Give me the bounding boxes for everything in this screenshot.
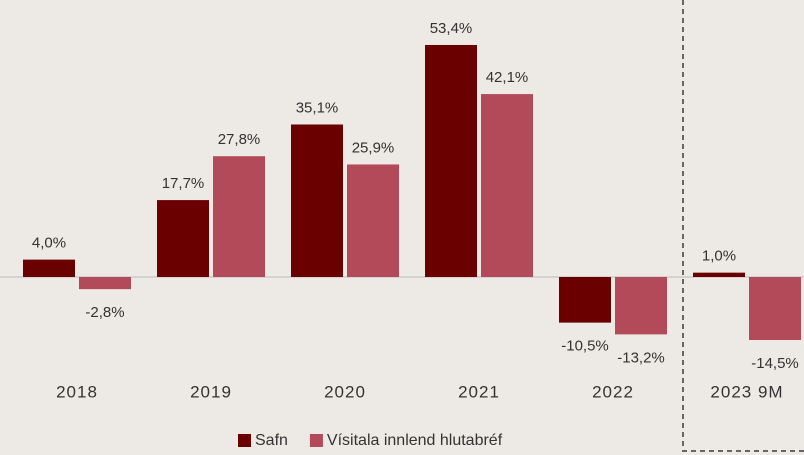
bar (79, 277, 131, 290)
legend-label: Safn (255, 432, 288, 449)
value-label: -14,5% (751, 355, 799, 372)
bar (347, 164, 399, 277)
highlight-box (682, 0, 804, 452)
bar (425, 44, 477, 277)
bar (157, 200, 209, 277)
bar (693, 272, 745, 277)
x-tick-label: 2020 (324, 382, 366, 401)
value-label: -10,5% (561, 338, 609, 355)
bar (559, 277, 611, 323)
value-label: 42,1% (486, 69, 529, 86)
value-label: 25,9% (352, 139, 395, 156)
value-label: 53,4% (430, 20, 473, 37)
x-tick-label: 2021 (458, 382, 500, 401)
value-label: -13,2% (617, 349, 665, 366)
x-tick-label: 2023 9M (710, 382, 783, 401)
value-label: 17,7% (162, 175, 205, 192)
value-label: -2,8% (85, 304, 124, 321)
bar (23, 259, 75, 277)
value-label: 27,8% (218, 131, 261, 148)
x-tick-label: 2022 (592, 382, 634, 401)
legend-swatch (309, 434, 323, 447)
bar (291, 124, 343, 277)
bar (213, 156, 265, 277)
value-label: 35,1% (296, 99, 339, 116)
value-label: 4,0% (32, 235, 66, 252)
x-tick-label: 2018 (56, 382, 98, 401)
bar (749, 277, 801, 341)
bar (481, 94, 533, 277)
value-label: 1,0% (702, 248, 736, 265)
x-tick-label: 2019 (190, 382, 232, 401)
legend-label: Vísitala innlend hlutabréf (327, 432, 503, 449)
bar (615, 277, 667, 335)
legend-swatch (238, 434, 251, 447)
